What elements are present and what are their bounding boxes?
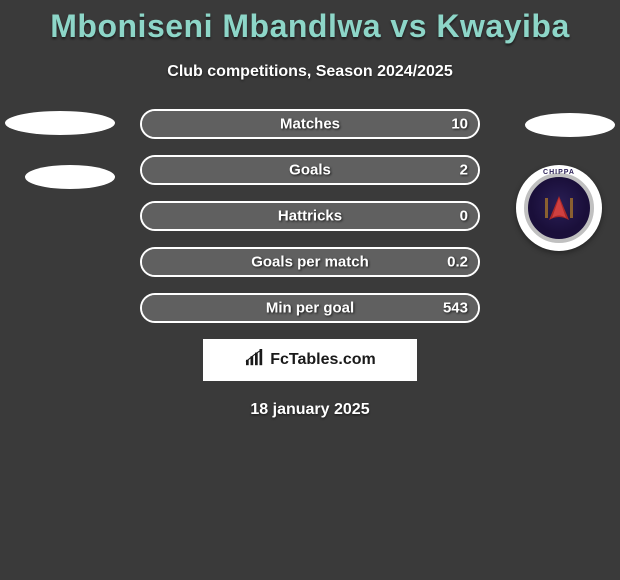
club-badge-right: CHIPPA <box>516 165 602 251</box>
date-text: 18 january 2025 <box>0 401 620 419</box>
stat-value: 10 <box>451 116 468 133</box>
stat-value: 0.2 <box>447 254 468 271</box>
branding-box: FcTables.com <box>203 339 417 381</box>
player-right-placeholder <box>525 113 615 137</box>
stat-row: Min per goal 543 <box>0 293 620 323</box>
subtitle: Club competitions, Season 2024/2025 <box>0 63 620 81</box>
stat-label: Matches <box>280 116 340 133</box>
stat-bar: Hattricks 0 <box>140 201 480 231</box>
player-left-placeholder-top <box>5 111 115 135</box>
stat-row: Goals per match 0.2 <box>0 247 620 277</box>
stat-bar: Min per goal 543 <box>140 293 480 323</box>
club-badge-text: CHIPPA <box>516 169 602 176</box>
stat-label: Goals <box>289 162 331 179</box>
stat-label: Hattricks <box>278 208 342 225</box>
stat-bar: Goals 2 <box>140 155 480 185</box>
branding-text: FcTables.com <box>270 351 376 369</box>
stat-bar: Matches 10 <box>140 109 480 139</box>
stat-value: 543 <box>443 300 468 317</box>
chart-icon <box>244 349 266 372</box>
page-title: Mboniseni Mbandlwa vs Kwayiba <box>0 0 620 45</box>
stat-label: Goals per match <box>251 254 369 271</box>
stat-value: 2 <box>460 162 468 179</box>
stat-label: Min per goal <box>266 300 354 317</box>
stat-value: 0 <box>460 208 468 225</box>
club-badge-icon <box>524 173 594 243</box>
stat-bar: Goals per match 0.2 <box>140 247 480 277</box>
stats-area: CHIPPA Matches 10 Goals 2 Hattricks 0 Goals pe… <box>0 109 620 323</box>
player-left-placeholder-bottom <box>25 165 115 189</box>
